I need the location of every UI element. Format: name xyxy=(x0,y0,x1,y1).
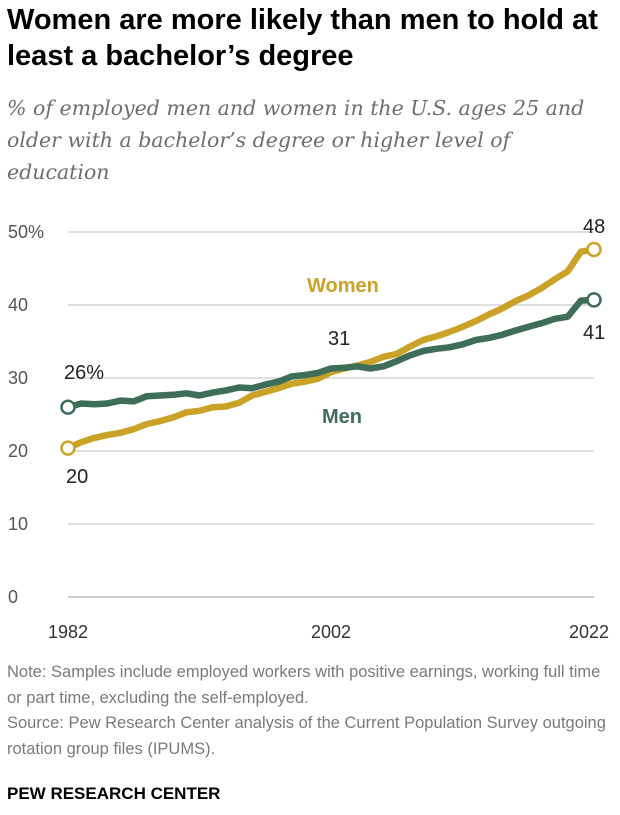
data-label-2002: 31 xyxy=(328,328,350,350)
line-chart: 0 10 20 30 40 50% 1982 2002 2022 Women Men 26% 20 3… xyxy=(8,216,609,642)
data-label-women-end: 48 xyxy=(583,216,605,238)
x-tick-label: 1982 xyxy=(48,622,88,642)
source-text: Source: Pew Research Center analysis of … xyxy=(7,714,606,758)
endpoint-marker-men xyxy=(60,399,76,415)
chart-title: Women are more likely than men to hold a… xyxy=(7,4,598,72)
y-axis-tick-labels: 0 10 20 30 40 50% xyxy=(8,222,44,607)
note-text: Note: Samples include employed workers w… xyxy=(7,663,601,707)
y-tick-label: 20 xyxy=(8,441,28,461)
endpoint-marker-men xyxy=(586,292,602,308)
gridlines xyxy=(68,231,594,598)
chart-note-source: Note: Samples include employed workers w… xyxy=(7,660,613,762)
y-tick-label: 10 xyxy=(8,514,28,534)
data-label-men-start: 26% xyxy=(64,362,104,384)
y-tick-label: 30 xyxy=(8,368,28,388)
series-lines xyxy=(64,246,598,452)
endpoint-marker-women xyxy=(60,440,76,456)
x-tick-label: 2022 xyxy=(569,622,609,642)
data-label-women-start: 20 xyxy=(66,466,88,488)
series-line-men xyxy=(64,296,598,411)
series-name-women: Women xyxy=(307,275,379,297)
data-labels: Women Men 26% 20 31 48 41 xyxy=(64,216,605,488)
y-tick-label: 0 xyxy=(8,587,18,607)
chart-subtitle: % of employed men and women in the U.S. … xyxy=(7,96,585,184)
endpoint-markers xyxy=(60,241,602,456)
endpoint-marker-women xyxy=(586,241,602,258)
series-name-men: Men xyxy=(322,406,362,428)
y-tick-label: 50% xyxy=(8,222,44,242)
y-tick-label: 40 xyxy=(8,295,28,315)
brand-logo-text: PEW RESEARCH CENTER xyxy=(7,784,221,803)
x-axis-tick-labels: 1982 2002 2022 xyxy=(48,622,609,642)
data-label-men-end: 41 xyxy=(583,322,605,344)
x-tick-label: 2002 xyxy=(311,622,351,642)
series-line-women xyxy=(64,246,598,452)
